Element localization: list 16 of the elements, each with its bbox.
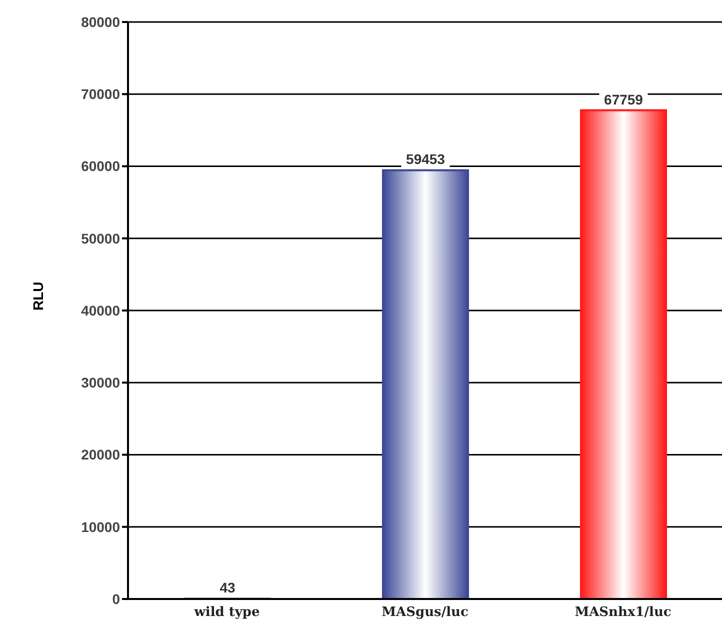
y-tick-label: 80000 [81, 14, 120, 30]
y-tick-label: 70000 [81, 86, 120, 102]
x-tick-label: wild type [193, 605, 260, 620]
x-tick-label: MASgus/luc [382, 605, 468, 620]
y-tick-label: 0 [112, 590, 120, 607]
y-tick-label: 10000 [81, 518, 120, 535]
y-axis-title: RLU [30, 282, 46, 310]
y-tick-label: 50000 [81, 230, 120, 246]
data-label: 59453 [406, 151, 446, 168]
y-tick-label: 20000 [81, 446, 120, 463]
y-tick-label: 60000 [81, 158, 120, 174]
x-tick-label: MASnhx1/luc [574, 605, 672, 620]
data-label: 67759 [604, 91, 644, 108]
y-tick-label: 30000 [81, 374, 120, 391]
data-label: 43 [220, 580, 236, 596]
y-tick-label: 40000 [81, 302, 120, 318]
